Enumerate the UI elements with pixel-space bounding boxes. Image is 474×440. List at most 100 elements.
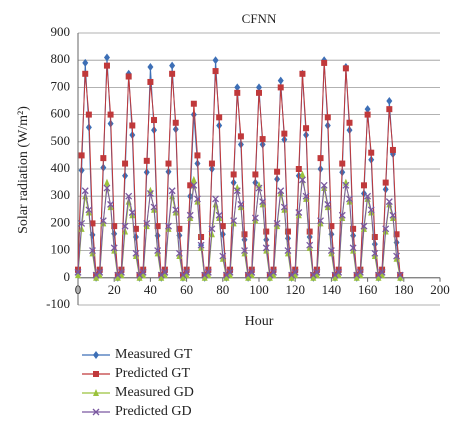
data-point	[317, 155, 324, 162]
data-point	[103, 178, 110, 186]
data-point	[132, 249, 140, 257]
data-point	[277, 187, 285, 195]
data-point	[122, 160, 129, 167]
legend-marker	[93, 371, 99, 377]
data-point	[386, 97, 393, 105]
data-point	[194, 152, 201, 159]
data-point	[302, 192, 310, 200]
data-point	[393, 252, 401, 260]
data-point	[324, 114, 331, 121]
y-axis-label: Solar radiation (W/m²)	[16, 106, 31, 234]
x-tick-label: 200	[430, 282, 450, 297]
data-point	[176, 225, 183, 232]
data-point	[111, 223, 118, 230]
data-point	[212, 195, 220, 203]
data-point	[306, 228, 313, 235]
data-point	[342, 181, 350, 189]
data-point	[230, 217, 238, 225]
data-point	[93, 273, 100, 281]
data-point	[327, 247, 335, 255]
data-point	[360, 222, 368, 230]
data-point	[339, 160, 346, 167]
data-point	[303, 125, 310, 132]
data-point	[146, 190, 154, 197]
data-point	[168, 187, 176, 195]
data-point	[154, 223, 161, 230]
data-point	[288, 273, 295, 281]
data-point	[320, 181, 328, 189]
data-point	[397, 273, 404, 281]
x-axis-label: Hour	[245, 314, 274, 329]
data-point	[342, 65, 349, 72]
data-point	[335, 268, 343, 276]
y-tick-label: 500	[51, 133, 71, 148]
data-point	[306, 241, 314, 249]
data-point	[85, 206, 93, 214]
data-point	[332, 273, 339, 281]
data-point	[360, 182, 367, 189]
y-tick-label: 600	[51, 106, 71, 121]
data-point	[226, 268, 234, 276]
y-tick-label: 400	[51, 160, 71, 175]
data-point	[110, 244, 118, 252]
data-point	[208, 160, 215, 167]
data-point	[281, 130, 288, 137]
data-point	[169, 61, 176, 70]
data-point	[371, 249, 379, 257]
data-point	[165, 160, 172, 167]
data-point	[136, 273, 143, 281]
data-point	[82, 58, 89, 67]
data-point	[96, 268, 104, 276]
data-point	[356, 268, 364, 276]
legend-label: Measured GT	[115, 347, 193, 362]
data-point	[259, 136, 266, 143]
x-tick-label: 60	[180, 282, 193, 297]
data-point	[147, 63, 154, 71]
series-line	[77, 62, 401, 277]
data-point	[263, 228, 270, 235]
data-point	[100, 155, 107, 162]
data-point	[310, 273, 317, 281]
data-point	[125, 192, 133, 200]
data-point	[295, 209, 303, 216]
data-point	[107, 111, 114, 118]
data-point	[386, 106, 393, 113]
data-point	[241, 231, 248, 238]
data-point	[78, 152, 85, 159]
data-point	[313, 268, 321, 276]
data-point	[194, 195, 201, 203]
chart-title: CFNN	[242, 11, 277, 26]
data-point	[382, 225, 390, 233]
data-point	[328, 223, 335, 230]
series-line	[77, 179, 401, 277]
data-point	[364, 105, 371, 114]
data-point	[175, 249, 183, 257]
legend-marker	[93, 351, 99, 359]
data-point	[299, 170, 306, 178]
data-point	[219, 252, 227, 260]
data-point	[172, 206, 180, 214]
x-tick-label: 100	[249, 282, 269, 297]
legend-marker	[93, 389, 99, 396]
data-point	[143, 157, 150, 164]
data-point	[251, 214, 259, 222]
data-point	[85, 111, 92, 118]
x-tick-label: 0	[75, 282, 82, 297]
data-point	[169, 70, 176, 77]
data-point	[252, 171, 259, 178]
data-point	[172, 119, 179, 126]
data-point	[143, 219, 151, 227]
data-point	[179, 273, 186, 281]
data-point	[353, 273, 360, 281]
data-point	[103, 184, 111, 192]
data-point	[255, 184, 263, 192]
data-point	[299, 70, 306, 77]
data-point	[216, 114, 223, 121]
data-point	[183, 268, 191, 276]
data-point	[262, 244, 270, 252]
data-point	[197, 241, 205, 249]
x-tick-label: 140	[322, 282, 342, 297]
legend-label: Predicted GT	[115, 366, 190, 381]
data-point	[81, 187, 89, 195]
data-point	[89, 220, 96, 227]
